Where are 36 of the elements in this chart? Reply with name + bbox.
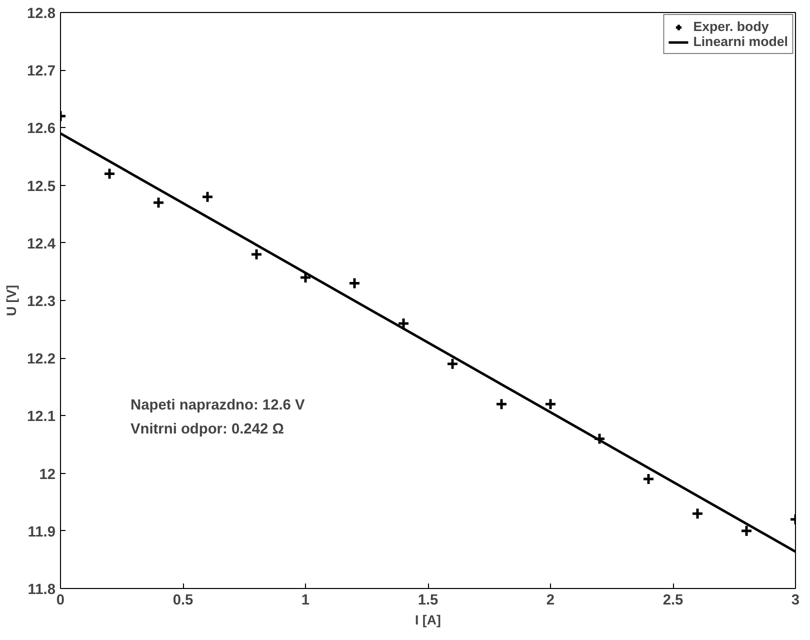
point	[201, 190, 214, 204]
annotation: Vnitrni odpor: 0.242 Ω	[130, 422, 284, 438]
point	[348, 276, 361, 290]
x-tick-label: 1	[301, 592, 310, 608]
point	[593, 432, 606, 445]
point	[446, 358, 459, 370]
point	[495, 398, 508, 410]
point	[250, 248, 263, 261]
x-tick-label: 0.5	[172, 592, 194, 608]
point	[152, 196, 165, 209]
y-tick-label: 12.2	[26, 352, 56, 368]
y-tick-label: 12.3	[26, 294, 56, 310]
y-tick-label: 12.5	[26, 178, 56, 195]
legend-label: Linearni model	[693, 34, 788, 49]
x-tick-label: 0	[56, 592, 65, 608]
y-axis-title: U [V]	[4, 284, 19, 316]
y-tick-label: 12.7	[26, 64, 56, 80]
point	[544, 398, 557, 410]
x-tick-label: 1.5	[418, 592, 438, 608]
legend-label: Exper. body	[693, 19, 769, 34]
y-tick-label: 11.8	[28, 582, 56, 598]
y-tick-label: 12.6	[26, 121, 56, 138]
y-tick-label: 12.1	[26, 409, 56, 426]
point	[740, 524, 753, 538]
x-tick-label: 2.5	[662, 592, 684, 608]
point	[642, 472, 655, 486]
y-tick-label: 12.8	[26, 6, 56, 22]
annotation: Napeti naprazdno: 12.6 V	[130, 398, 306, 414]
point	[103, 168, 116, 180]
y-tick-label: 12.4	[26, 236, 56, 252]
x-axis-title: I [A]	[415, 612, 441, 628]
y-tick-label: 12	[39, 466, 56, 483]
x-tick-label: 3	[791, 592, 800, 608]
point	[691, 507, 704, 520]
x-tick-label: 2	[546, 592, 555, 608]
y-tick-label: 11.9	[28, 524, 56, 540]
